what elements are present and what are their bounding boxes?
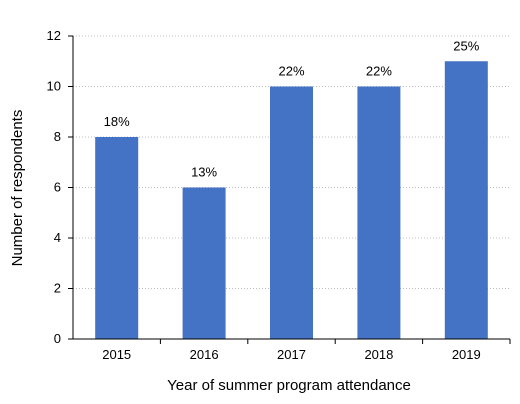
bars [95,61,488,339]
data-label: 22% [278,64,304,79]
bar [95,137,139,339]
x-tick-label: 2018 [364,347,393,362]
y-tick-label: 12 [47,28,61,43]
data-label: 22% [366,64,392,79]
y-tick-label: 8 [54,129,61,144]
bar [444,61,488,339]
bar [182,187,226,339]
x-axis-ticks: 2015 2016 2017 2018 2019 [102,339,511,362]
data-labels: 18% 13% 22% 22% 25% [104,38,480,179]
x-tick-label: 2017 [277,347,306,362]
y-tick-label: 6 [54,180,61,195]
y-axis-ticks: 0 2 4 6 8 10 12 [47,28,73,346]
x-tick-label: 2019 [452,347,481,362]
y-axis-title: Number of respondents [9,110,26,267]
y-tick-label: 0 [54,331,61,346]
bar [357,86,401,339]
y-tick-label: 4 [54,230,61,245]
y-tick-label: 2 [54,281,61,296]
data-label: 13% [191,165,217,180]
x-axis-title: Year of summer program attendance [167,377,411,394]
gridlines [73,35,510,289]
data-label: 25% [453,38,479,53]
x-tick-label: 2016 [190,347,219,362]
data-label: 18% [104,114,130,129]
y-tick-label: 10 [47,79,61,94]
x-tick-label: 2015 [102,347,131,362]
bar [270,86,313,339]
